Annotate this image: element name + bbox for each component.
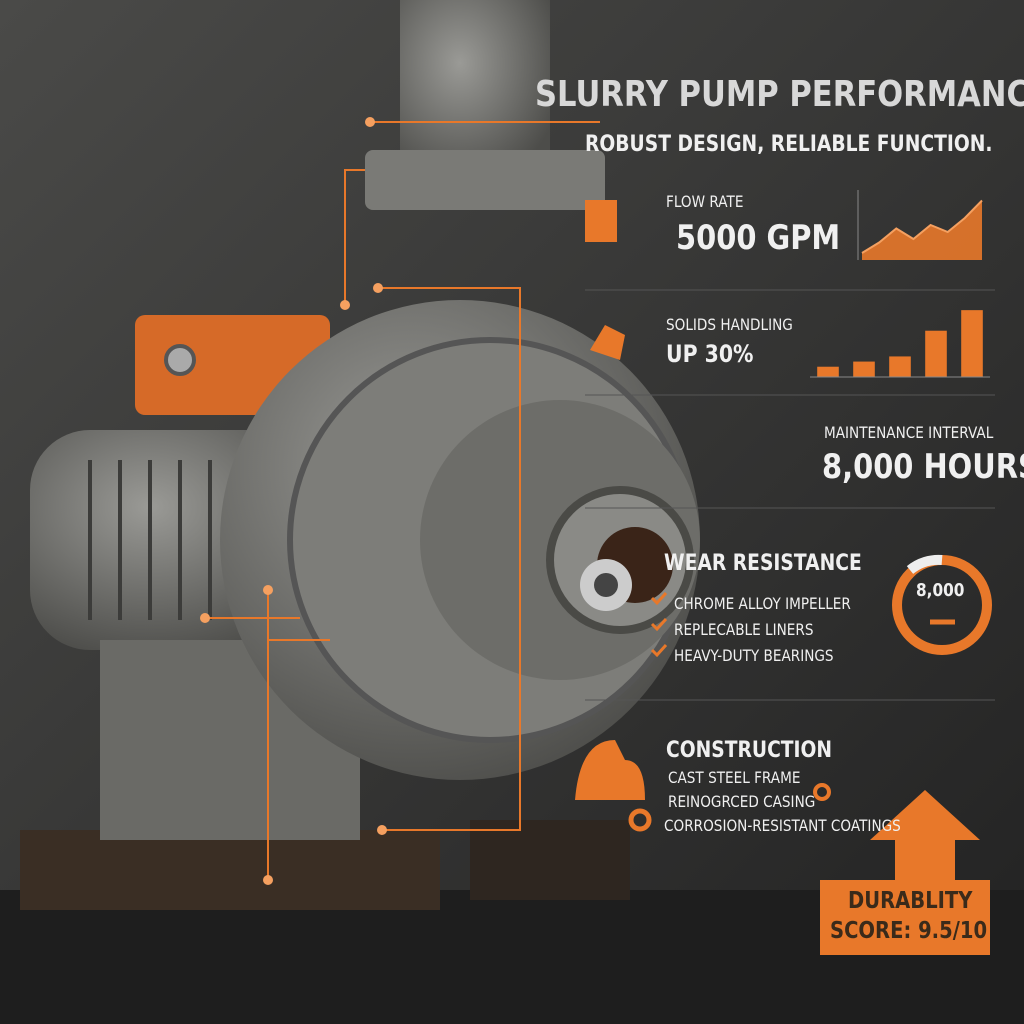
bar [889,356,911,377]
bar [817,366,839,377]
metric-label: SOLIDS HANDLING [666,315,793,334]
bar [925,330,947,377]
list-item: REPLECABLE LINERS [674,620,814,639]
list-item: REINOGRCED CASING [668,792,816,811]
score-line: DURABLITY [848,888,973,914]
metric-label: MAINTENANCE INTERVAL [824,423,994,442]
area [862,200,982,260]
section-title: WEAR RESISTANCE [664,551,862,576]
line [861,199,983,254]
list-item: CAST STEEL FRAME [668,768,801,787]
list-item: CORROSION-RESISTANT COATINGS [664,816,901,835]
metric-value: UP 30% [666,340,754,368]
subtitle: ROBUST DESIGN, RELIABLE FUNCTION. [585,132,993,157]
title: SLURRY PUMP PERFORMANCE [535,74,1024,115]
score-line: SCORE: 9.5/10 [830,918,988,944]
section-title: CONSTRUCTION [666,738,833,763]
list-item: CHROME ALLOY IMPELLER [674,594,851,613]
metric-value: 8,000 HOURS [822,447,1024,487]
metric-value: 5000 GPM [676,218,841,258]
metric-label: FLOW RATE [666,192,744,211]
bar [853,361,875,377]
gauge-label: 8,000 [916,580,965,601]
list-item: HEAVY-DUTY BEARINGS [674,646,834,665]
bar [961,310,983,377]
